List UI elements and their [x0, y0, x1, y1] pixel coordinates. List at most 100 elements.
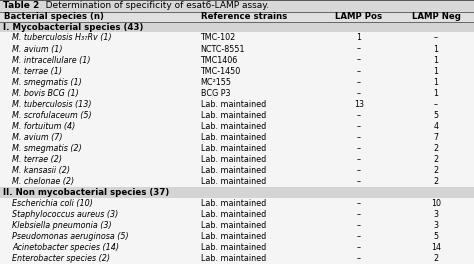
Text: Escherichia coli (10): Escherichia coli (10)	[12, 199, 93, 208]
Text: 3: 3	[434, 210, 438, 219]
Bar	[0, 176, 474, 187]
Bar	[0, 121, 474, 132]
Text: BCG P3: BCG P3	[201, 89, 230, 98]
Bar	[0, 99, 474, 110]
Text: –: –	[357, 254, 361, 263]
Text: 14: 14	[431, 243, 441, 252]
Text: –: –	[357, 111, 361, 120]
Bar	[0, 253, 474, 264]
Bar	[0, 231, 474, 242]
Text: –: –	[357, 232, 361, 241]
Text: LAMP Pos: LAMP Pos	[336, 12, 383, 21]
Bar	[0, 242, 474, 253]
Text: –: –	[357, 67, 361, 76]
Text: Acinetobacter species (14): Acinetobacter species (14)	[12, 243, 119, 252]
Text: 5: 5	[434, 111, 438, 120]
Bar	[0, 88, 474, 99]
Text: –: –	[357, 155, 361, 164]
Bar	[0, 165, 474, 176]
Text: 1: 1	[434, 45, 438, 54]
Text: 2: 2	[434, 177, 438, 186]
Text: 3: 3	[434, 221, 438, 230]
Text: 1: 1	[356, 34, 362, 43]
Text: Bacterial species (n): Bacterial species (n)	[4, 12, 104, 21]
Text: Lab. maintained: Lab. maintained	[201, 122, 266, 131]
Text: –: –	[357, 210, 361, 219]
Text: Pseudomonas aeruginosa (5): Pseudomonas aeruginosa (5)	[12, 232, 129, 241]
Text: 2: 2	[434, 254, 438, 263]
Text: II. Non mycobacterial species (37): II. Non mycobacterial species (37)	[3, 188, 169, 197]
Text: –: –	[357, 166, 361, 175]
Text: Determination of specificity of esat6-LAMP assay.: Determination of specificity of esat6-LA…	[37, 1, 269, 10]
Text: M. kansasii (2): M. kansasii (2)	[12, 166, 70, 175]
Text: Lab. maintained: Lab. maintained	[201, 111, 266, 120]
Text: M. tuberculosis H₃₇Rv (1): M. tuberculosis H₃₇Rv (1)	[12, 34, 112, 43]
Bar	[0, 220, 474, 231]
Bar	[0, 44, 474, 55]
Text: –: –	[434, 100, 438, 109]
Text: Klebsiella pneumonia (3): Klebsiella pneumonia (3)	[12, 221, 112, 230]
Text: –: –	[357, 133, 361, 142]
Text: TMC-102: TMC-102	[201, 34, 236, 43]
Bar	[0, 55, 474, 66]
Text: –: –	[357, 56, 361, 65]
Text: Enterobacter species (2): Enterobacter species (2)	[12, 254, 110, 263]
Bar	[0, 154, 474, 165]
Text: –: –	[357, 45, 361, 54]
Text: 1: 1	[434, 56, 438, 65]
Text: 2: 2	[434, 155, 438, 164]
Text: 2: 2	[434, 144, 438, 153]
Text: LAMP Neg: LAMP Neg	[411, 12, 461, 21]
Text: TMC1406: TMC1406	[201, 56, 238, 65]
Text: –: –	[357, 177, 361, 186]
Text: Lab. maintained: Lab. maintained	[201, 100, 266, 109]
Text: M. bovis BCG (1): M. bovis BCG (1)	[12, 89, 79, 98]
Text: Lab. maintained: Lab. maintained	[201, 144, 266, 153]
Text: 1: 1	[434, 67, 438, 76]
Text: MC²155: MC²155	[201, 78, 231, 87]
Bar	[0, 198, 474, 209]
Text: M. chelonae (2): M. chelonae (2)	[12, 177, 74, 186]
Text: –: –	[357, 199, 361, 208]
Bar	[0, 22, 474, 32]
Text: Table 2: Table 2	[3, 1, 39, 10]
Text: 4: 4	[434, 122, 438, 131]
Text: I. Mycobacterial species (43): I. Mycobacterial species (43)	[3, 23, 143, 32]
Text: M. intracellulare (1): M. intracellulare (1)	[12, 56, 91, 65]
Bar	[0, 143, 474, 154]
Text: –: –	[357, 78, 361, 87]
Text: M. terrae (2): M. terrae (2)	[12, 155, 62, 164]
Text: Lab. maintained: Lab. maintained	[201, 232, 266, 241]
Bar	[0, 110, 474, 121]
Text: NCTC-8551: NCTC-8551	[201, 45, 245, 54]
Bar	[0, 209, 474, 220]
Text: M. tuberculosis (13): M. tuberculosis (13)	[12, 100, 92, 109]
Text: Lab. maintained: Lab. maintained	[201, 221, 266, 230]
Text: –: –	[357, 144, 361, 153]
Text: 10: 10	[431, 199, 441, 208]
Text: 2: 2	[434, 166, 438, 175]
Text: M. smegmatis (1): M. smegmatis (1)	[12, 78, 82, 87]
Text: M. terrae (1): M. terrae (1)	[12, 67, 62, 76]
Text: –: –	[434, 34, 438, 43]
Bar	[0, 132, 474, 143]
Text: M. fortuitum (4): M. fortuitum (4)	[12, 122, 75, 131]
Text: M. avium (7): M. avium (7)	[12, 133, 63, 142]
Bar	[0, 77, 474, 88]
Bar	[0, 0, 474, 12]
Bar	[0, 12, 474, 22]
Bar	[0, 187, 474, 198]
Text: Lab. maintained: Lab. maintained	[201, 166, 266, 175]
Text: –: –	[357, 243, 361, 252]
Text: Reference strains: Reference strains	[201, 12, 287, 21]
Text: 5: 5	[434, 232, 438, 241]
Text: Staphylococcus aureus (3): Staphylococcus aureus (3)	[12, 210, 118, 219]
Text: Lab. maintained: Lab. maintained	[201, 210, 266, 219]
Text: Lab. maintained: Lab. maintained	[201, 133, 266, 142]
Text: M. avium (1): M. avium (1)	[12, 45, 63, 54]
Text: 1: 1	[434, 78, 438, 87]
Text: Lab. maintained: Lab. maintained	[201, 243, 266, 252]
Text: 1: 1	[434, 89, 438, 98]
Text: Lab. maintained: Lab. maintained	[201, 199, 266, 208]
Text: –: –	[357, 89, 361, 98]
